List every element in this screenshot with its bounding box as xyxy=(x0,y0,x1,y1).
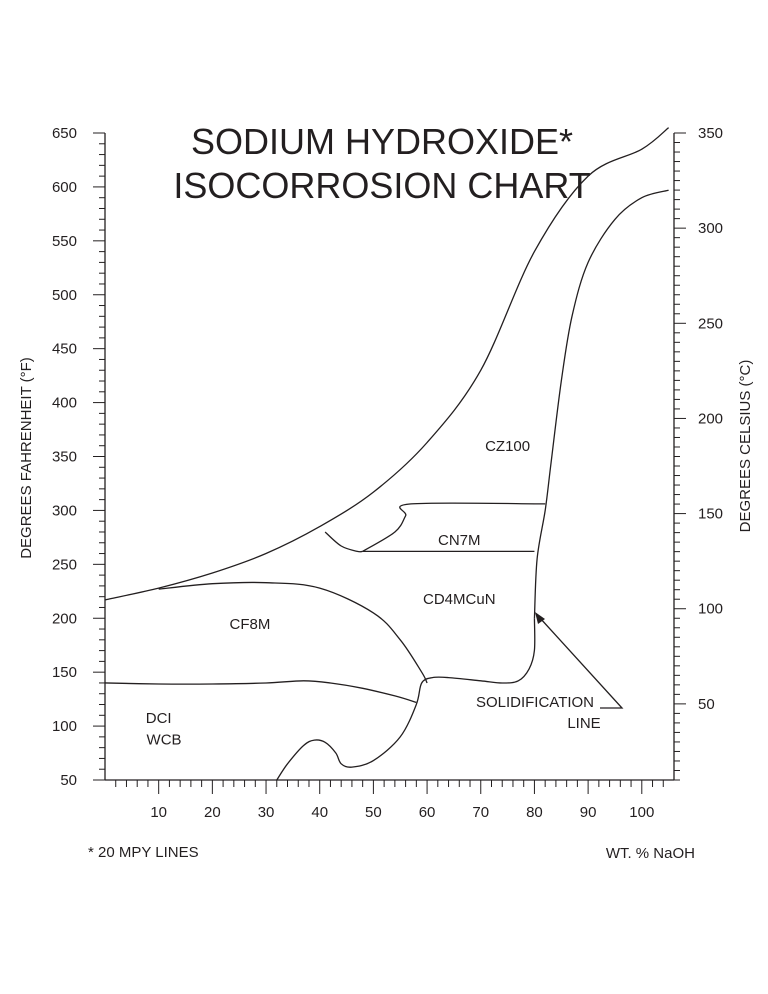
left-y-tick-label: 650 xyxy=(52,125,77,142)
x-tick-label: 60 xyxy=(419,804,436,821)
x-tick-label: 30 xyxy=(258,804,275,821)
left-y-tick-label: 50 xyxy=(60,772,77,789)
x-tick-label: 80 xyxy=(526,804,543,821)
annotation-label-line-2: LINE xyxy=(567,715,600,732)
x-tick-label: 90 xyxy=(580,804,597,821)
right-y-tick-label: 100 xyxy=(698,601,723,618)
boundary-curve xyxy=(276,618,536,781)
right-y-tick-label: 350 xyxy=(698,125,723,142)
boundary-curve xyxy=(158,581,428,684)
annotation-leader-line xyxy=(539,617,624,709)
left-y-tick-label: 550 xyxy=(52,233,77,250)
x-tick-label: 20 xyxy=(204,804,221,821)
boundary-curves xyxy=(104,127,670,781)
tick-labels: 50 100 150 200 250 300 350 400 450 500 550 600 650 50… xyxy=(52,125,723,821)
boundary-curve xyxy=(362,502,546,552)
right-y-tick-label: 300 xyxy=(698,220,723,237)
y-axis-title-fahrenheit: DEGREES FAHRENHEIT (°F) xyxy=(18,357,35,559)
left-y-tick-label: 150 xyxy=(52,664,77,681)
left-y-tick-label: 100 xyxy=(52,718,77,735)
region-label: DCI xyxy=(146,710,172,727)
left-y-tick-label: 200 xyxy=(52,610,77,627)
chart-title-line-2: ISOCORROSION CHART xyxy=(173,165,590,206)
region-label: CD4MCuN xyxy=(423,591,496,608)
x-tick-label: 50 xyxy=(365,804,382,821)
right-y-tick-label: 50 xyxy=(698,696,715,713)
x-tick-label: 70 xyxy=(472,804,489,821)
boundary-curve xyxy=(104,127,670,601)
region-label: CF8M xyxy=(230,616,271,633)
x-tick-label: 10 xyxy=(150,804,167,821)
boundary-curve xyxy=(324,531,363,553)
chart-title-line-1: SODIUM HYDROXIDE* xyxy=(191,121,573,162)
left-y-tick-label: 350 xyxy=(52,449,77,466)
left-y-tick-label: 500 xyxy=(52,287,77,304)
left-y-tick-label: 300 xyxy=(52,502,77,519)
right-y-tick-label: 200 xyxy=(698,410,723,427)
region-label: CN7M xyxy=(438,532,481,549)
annotation-arrowhead xyxy=(535,612,545,624)
right-y-tick-label: 150 xyxy=(698,506,723,523)
right-y-tick-label: 250 xyxy=(698,315,723,332)
solidification-annotation: SOLIDIFICATION LINE xyxy=(476,612,624,732)
region-label: CZ100 xyxy=(485,438,530,455)
left-y-tick-label: 450 xyxy=(52,341,77,358)
x-axis-title: WT. % NaOH xyxy=(606,845,695,862)
y-axis-title-celsius: DEGREES CELSIUS (°C) xyxy=(737,360,754,533)
left-y-tick-label: 250 xyxy=(52,556,77,573)
annotation-label-line-1: SOLIDIFICATION xyxy=(476,694,594,711)
tick-marks xyxy=(93,132,686,794)
left-y-tick-label: 600 xyxy=(52,179,77,196)
boundary-curve xyxy=(104,680,417,704)
region-label: WCB xyxy=(147,731,182,748)
region-labels: CZ100 CN7M CD4MCuN CF8M DCI WCB xyxy=(146,438,530,748)
footnote: * 20 MPY LINES xyxy=(88,844,199,861)
left-y-tick-label: 400 xyxy=(52,395,77,412)
x-tick-label: 40 xyxy=(311,804,328,821)
boundary-curve xyxy=(533,189,669,619)
x-tick-label: 100 xyxy=(629,804,654,821)
axes xyxy=(104,133,675,781)
